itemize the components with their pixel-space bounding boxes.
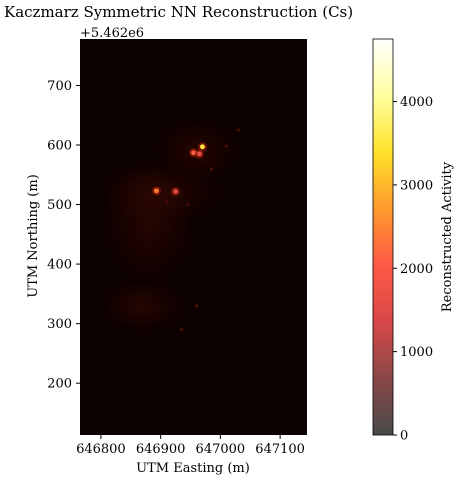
haze-region: [103, 162, 194, 283]
x-axis-label: UTM Easting (m): [136, 461, 250, 476]
colorbar-tick-label: 2000: [400, 262, 433, 277]
y-axis-label: UTM Northing (m): [26, 174, 41, 298]
plot-area: [80, 39, 307, 435]
colorbar-gradient: [372, 38, 394, 436]
colorbar-tick-label: 1000: [400, 345, 433, 360]
x-tick-label: 646900: [136, 442, 186, 457]
hotspot: [165, 199, 169, 204]
x-axis: 646800 646900 647000 647100: [76, 435, 305, 457]
y-tick-label: 600: [47, 138, 72, 153]
hotspot: [236, 128, 240, 132]
colorbar: 0 1000 2000 3000 4000: [372, 38, 433, 444]
haze-region: [102, 280, 183, 331]
y-tick-label: 700: [47, 79, 72, 94]
hotspot: [200, 144, 205, 150]
hotspot: [185, 202, 190, 207]
colorbar-tick-label: 3000: [400, 178, 433, 193]
y-tick-label: 400: [47, 258, 72, 273]
hotspot: [154, 188, 159, 194]
colorbar-label: Reconstructed Activity: [440, 161, 455, 312]
y-axis: 200 300 400 500 600 700: [47, 79, 80, 392]
y-tick-label: 500: [47, 198, 72, 213]
x-tick-label: 647000: [196, 442, 246, 457]
x-tick-label: 647100: [255, 442, 305, 457]
colorbar-tick-label: 4000: [400, 95, 433, 110]
hotspot-layer: [151, 128, 240, 332]
y-offset-label: +5.462e6: [80, 26, 144, 41]
hotspot: [191, 150, 196, 156]
hotspot: [173, 189, 178, 194]
y-tick-label: 300: [47, 317, 72, 332]
chart-title: Kaczmarz Symmetric NN Reconstruction (Cs…: [4, 3, 353, 21]
hotspot: [179, 327, 184, 332]
x-tick-label: 646800: [76, 442, 126, 457]
hotspot: [209, 167, 214, 171]
hotspot: [224, 144, 228, 148]
colorbar-tick-label: 0: [400, 429, 408, 444]
colorbar-ticks: 0 1000 2000 3000 4000: [393, 95, 433, 444]
hotspot: [194, 304, 199, 308]
hotspot: [197, 151, 202, 157]
y-tick-label: 200: [47, 377, 72, 392]
